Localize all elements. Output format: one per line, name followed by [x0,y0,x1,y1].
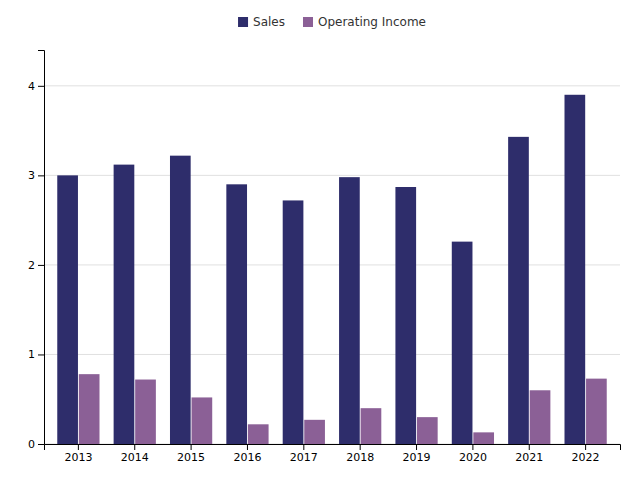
x-tick-label: 2018 [346,451,374,464]
bar [57,175,78,444]
bar [226,184,247,444]
legend-label: Sales [253,15,285,29]
x-tick-mark [134,444,135,450]
bar [170,156,191,444]
y-tick-mark [38,354,44,355]
legend-swatch [238,17,248,27]
bar [530,390,551,444]
x-tick: 2015 [177,444,205,464]
x-tick-mark [416,444,417,450]
x-tick-mark [529,444,530,450]
bar [283,200,304,444]
bar [339,177,360,444]
grid-line [44,85,620,86]
y-tick-mark [38,175,44,176]
x-tick-label: 2020 [459,451,487,464]
chart: 0 1 2 3 4 2013 2014 2015 2016 2017 2018 2019 2020 202… [0,0,640,480]
bar [586,379,607,444]
legend-item: Operating Income [303,15,426,29]
y-tick-label: 4 [28,80,35,93]
x-tick: 2022 [572,444,600,464]
x-tick-label: 2014 [121,451,149,464]
y-tick-mark [38,86,44,87]
x-tick-label: 2021 [515,451,543,464]
x-tick-label: 2019 [403,451,431,464]
bar [473,432,494,444]
x-tick-mark [78,444,79,450]
x-tick-mark [247,444,248,450]
y-tick-label: 0 [28,438,35,451]
x-tick-mark [472,444,473,450]
y-tick: 2 [28,259,44,272]
bar [79,374,100,444]
bar [361,408,382,444]
bar [508,137,529,444]
x-tick: 2018 [346,444,374,464]
legend: Sales Operating Income [238,15,426,29]
bar [452,242,473,444]
x-tick-mark [303,444,304,450]
legend-item: Sales [238,15,285,29]
y-tick-label: 2 [28,259,35,272]
bar [395,187,416,444]
x-tick-mark [191,444,192,450]
bar [135,380,156,444]
y-axis-line [38,51,45,445]
grid [44,86,620,444]
x-tick-mark [360,444,361,450]
x-axis: 2013 2014 2015 2016 2017 2018 2019 2020 2021 2022 [45,444,621,464]
bar [417,417,438,444]
x-tick: 2017 [290,444,318,464]
x-tick: 2020 [459,444,487,464]
x-tick-label: 2016 [233,451,261,464]
x-tick: 2016 [233,444,261,464]
y-tick: 1 [28,348,44,361]
x-tick: 2021 [515,444,543,464]
x-tick-label: 2022 [572,451,600,464]
y-tick-mark [38,444,44,445]
x-tick: 2019 [403,444,431,464]
x-tick: 2013 [64,444,92,464]
x-tick-label: 2015 [177,451,205,464]
y-tick: 3 [28,169,44,182]
y-tick-label: 3 [28,169,35,182]
bar [304,420,325,444]
bar [248,424,269,444]
y-axis: 0 1 2 3 4 [28,51,45,452]
x-axis-line [45,445,621,451]
plot: 0 1 2 3 4 2013 2014 2015 2016 2017 2018 2019 2020 202… [28,51,621,464]
y-tick-label: 1 [28,348,35,361]
bar [114,165,135,444]
bar [565,95,586,444]
y-tick: 0 [28,438,44,451]
series [79,374,607,444]
x-tick-mark [585,444,586,450]
x-tick-label: 2017 [290,451,318,464]
legend-swatch [303,17,313,27]
y-tick: 4 [28,80,44,93]
y-tick-mark [38,265,44,266]
x-tick: 2014 [121,444,149,464]
series [57,95,585,444]
bar [192,397,213,444]
legend-label: Operating Income [318,15,426,29]
x-tick-label: 2013 [64,451,92,464]
bars [57,95,606,444]
